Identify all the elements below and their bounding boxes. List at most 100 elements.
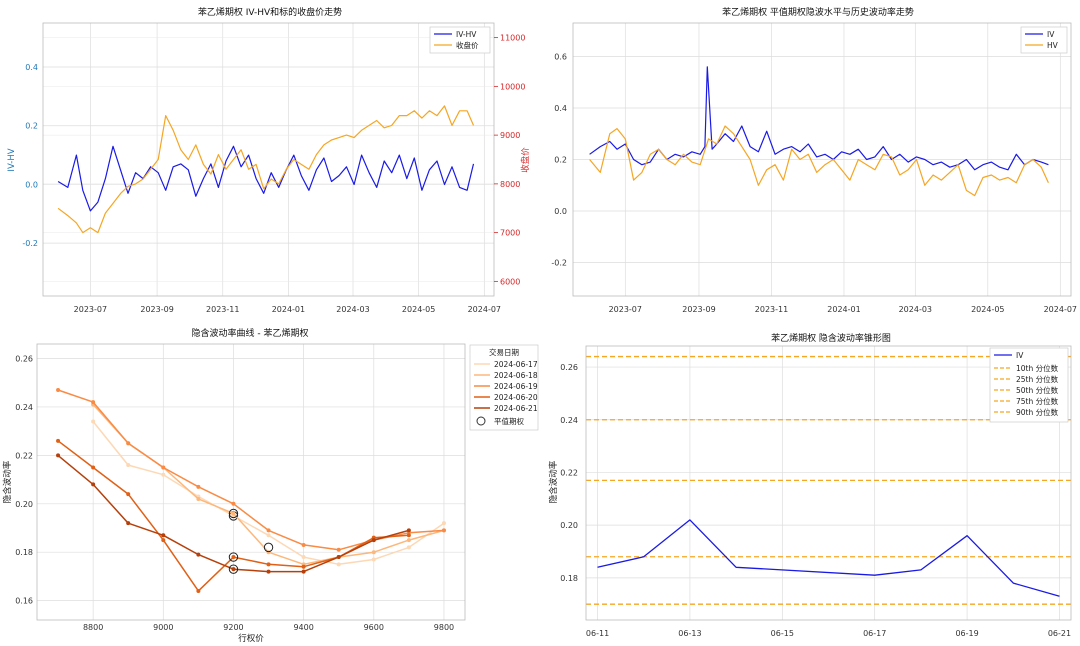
chart3-legend-label-2: 2024-06-19 (494, 382, 538, 391)
chart1-line-iv-hv (57, 145, 475, 212)
chart3-point-2024-06-17-9400 (301, 555, 306, 560)
chart4-legend-box (989, 347, 1069, 423)
chart1-legend-box (429, 26, 491, 54)
chart4-xtick-4: 06-19 (955, 629, 978, 638)
chart2-legend-box (1020, 26, 1068, 54)
chart3-atm-marker-2024-06-20 (228, 552, 239, 562)
chart1-xtick-6: 2024-07 (468, 305, 501, 314)
chart3-point-2024-06-21-9500 (336, 555, 341, 560)
chart1-y2label: 收盘价 (520, 147, 531, 173)
chart1-y2tick-3: 9000 (500, 131, 520, 140)
chart4-ytick-2: 0.22 (560, 468, 578, 477)
chart3-point-2024-06-19-8700 (56, 388, 61, 392)
chart4-xtick-2: 06-15 (771, 629, 794, 638)
chart2-frame (572, 22, 1072, 297)
chart3-xtick-0: 8800 (83, 623, 103, 632)
chart3-grid (37, 344, 465, 620)
chart3-point-2024-06-20-8700 (56, 438, 61, 443)
chart3-xtick-2: 9200 (223, 623, 243, 632)
chart3-point-2024-06-20-8800 (91, 465, 96, 470)
chart1-xtick-2: 2023-11 (206, 305, 239, 314)
chart3-legend-title: 交易日期 (489, 347, 519, 357)
chart1-title: 苯乙烯期权 IV-HV和标的收盘价走势 (198, 6, 342, 18)
chart1-grid (43, 23, 494, 296)
chart3-ytick-2: 0.20 (15, 500, 33, 509)
chart1-ytick-0: -0.2 (22, 239, 38, 248)
chart3-point-2024-06-19-9300 (266, 528, 271, 533)
chart2-lines (589, 66, 1049, 197)
chart3-legend-atm-marker (476, 416, 486, 426)
chart1-ytick-2: 0.2 (25, 122, 38, 131)
chart3-point-2024-06-17-9600 (371, 557, 376, 562)
chart4-legend-label-p50: 50th 分位数 (1016, 385, 1059, 395)
chart3-point-2024-06-18-9700 (406, 538, 411, 543)
chart1-line-close (57, 105, 475, 234)
chart4-ylabel: 隐含波动率 (548, 460, 559, 503)
chart4-xtick-5: 06-21 (1048, 629, 1071, 638)
chart3-xlabel: 行权价 (238, 633, 264, 644)
chart4-frame (585, 345, 1072, 621)
chart3-point-2024-06-18-9600 (371, 550, 376, 555)
chart3-point-2024-06-21-9000 (161, 533, 166, 538)
chart4-ytick-4: 0.26 (560, 363, 578, 372)
chart3-point-2024-06-19-9800 (441, 528, 446, 533)
chart3-point-2024-06-17-9000 (161, 472, 166, 477)
chart2-ytick-2: 0.2 (554, 156, 567, 165)
chart3-point-2024-06-21-9600 (371, 538, 376, 543)
chart4-ticks: 06-11 06-13 06-15 06-17 06-19 06-21 0.18 0.20 0.… (560, 363, 1071, 638)
chart3-legend: 交易日期 2024-06-17 2024-06-18 2024-06-19 20… (469, 344, 539, 431)
chart2-xtick-3: 2024-01 (827, 305, 860, 314)
chart3-point-2024-06-20-8900 (126, 492, 131, 497)
chart-iv-cone: 苯乙烯期权 隐含波动率锥形图 06-11 06-13 06-15 06-17 06-19… (548, 332, 1072, 638)
chart4-xtick-1: 06-13 (678, 629, 701, 638)
chart1-frame (42, 22, 495, 297)
chart3-point-2024-06-20-9700 (406, 533, 411, 538)
chart1-ytick-3: 0.4 (25, 63, 38, 72)
chart1-y2tick-0: 6000 (500, 277, 520, 286)
chart2-xtick-6: 2024-07 (1044, 305, 1077, 314)
chart3-point-2024-06-18-9200 (231, 511, 236, 516)
chart3-point-2024-06-19-9100 (196, 484, 201, 489)
chart3-line-2024-06-18 (92, 403, 445, 566)
chart1-xtick-3: 2024-01 (272, 305, 305, 314)
chart3-point-2024-06-17-9300 (266, 533, 271, 538)
chart3-point-2024-06-20-9200 (231, 555, 236, 560)
chart2-title: 苯乙烯期权 平值期权隐波水平与历史波动率走势 (722, 6, 914, 18)
chart2-line-iv (589, 66, 1049, 171)
chart3-legend-label-3: 2024-06-20 (494, 393, 538, 402)
chart-iv-smile: 隐含波动率曲线 - 苯乙烯期权 8800 9000 9200 9400 9600 9800… (2, 327, 539, 644)
chart3-point-2024-06-17-9700 (406, 545, 411, 550)
chart1-lines (57, 105, 475, 234)
chart2-legend-label-0: IV (1047, 30, 1055, 39)
chart3-legend-atm-label: 平值期权 (494, 416, 524, 426)
chart1-xtick-4: 2024-03 (336, 305, 369, 314)
chart3-point-2024-06-17-9500 (336, 562, 341, 567)
chart3-ytick-4: 0.24 (15, 403, 33, 412)
chart3-point-2024-06-21-8900 (126, 521, 131, 526)
chart3-atm-marker-2024-06-19 (263, 542, 274, 553)
chart3-point-2024-06-21-9700 (406, 528, 411, 533)
chart4-lines (586, 355, 1071, 605)
chart2-xtick-1: 2023-09 (682, 305, 715, 314)
chart3-point-2024-06-21-8700 (56, 453, 61, 458)
chart3-atm-marker-2024-06-18 (228, 508, 239, 519)
chart3-point-2024-06-19-9400 (301, 542, 306, 547)
chart3-point-2024-06-19-9500 (336, 547, 341, 552)
chart4-xtick-3: 06-17 (863, 629, 886, 638)
chart3-point-2024-06-20-9000 (161, 538, 166, 543)
chart1-legend-label-0: IV-HV (456, 30, 477, 39)
chart3-lines (56, 388, 446, 593)
chart4-legend-label-iv: IV (1016, 351, 1024, 360)
chart1-ytick-1: 0.0 (25, 180, 38, 189)
chart4-legend-label-p75: 75th 分位数 (1016, 396, 1059, 406)
chart3-atm-marker-2024-06-21 (228, 564, 239, 574)
chart3-point-2024-06-20-9400 (301, 564, 306, 569)
chart3-point-2024-06-17-9800 (441, 521, 446, 526)
chart3-ylabel: 隐含波动率 (2, 460, 13, 503)
chart4-legend-label-p90: 90th 分位数 (1016, 407, 1059, 417)
chart4-legend-label-p25: 25th 分位数 (1016, 374, 1059, 384)
chart3-legend-label-0: 2024-06-17 (494, 360, 538, 369)
chart3-point-2024-06-21-9100 (196, 552, 201, 557)
chart3-ytick-0: 0.16 (15, 597, 33, 606)
